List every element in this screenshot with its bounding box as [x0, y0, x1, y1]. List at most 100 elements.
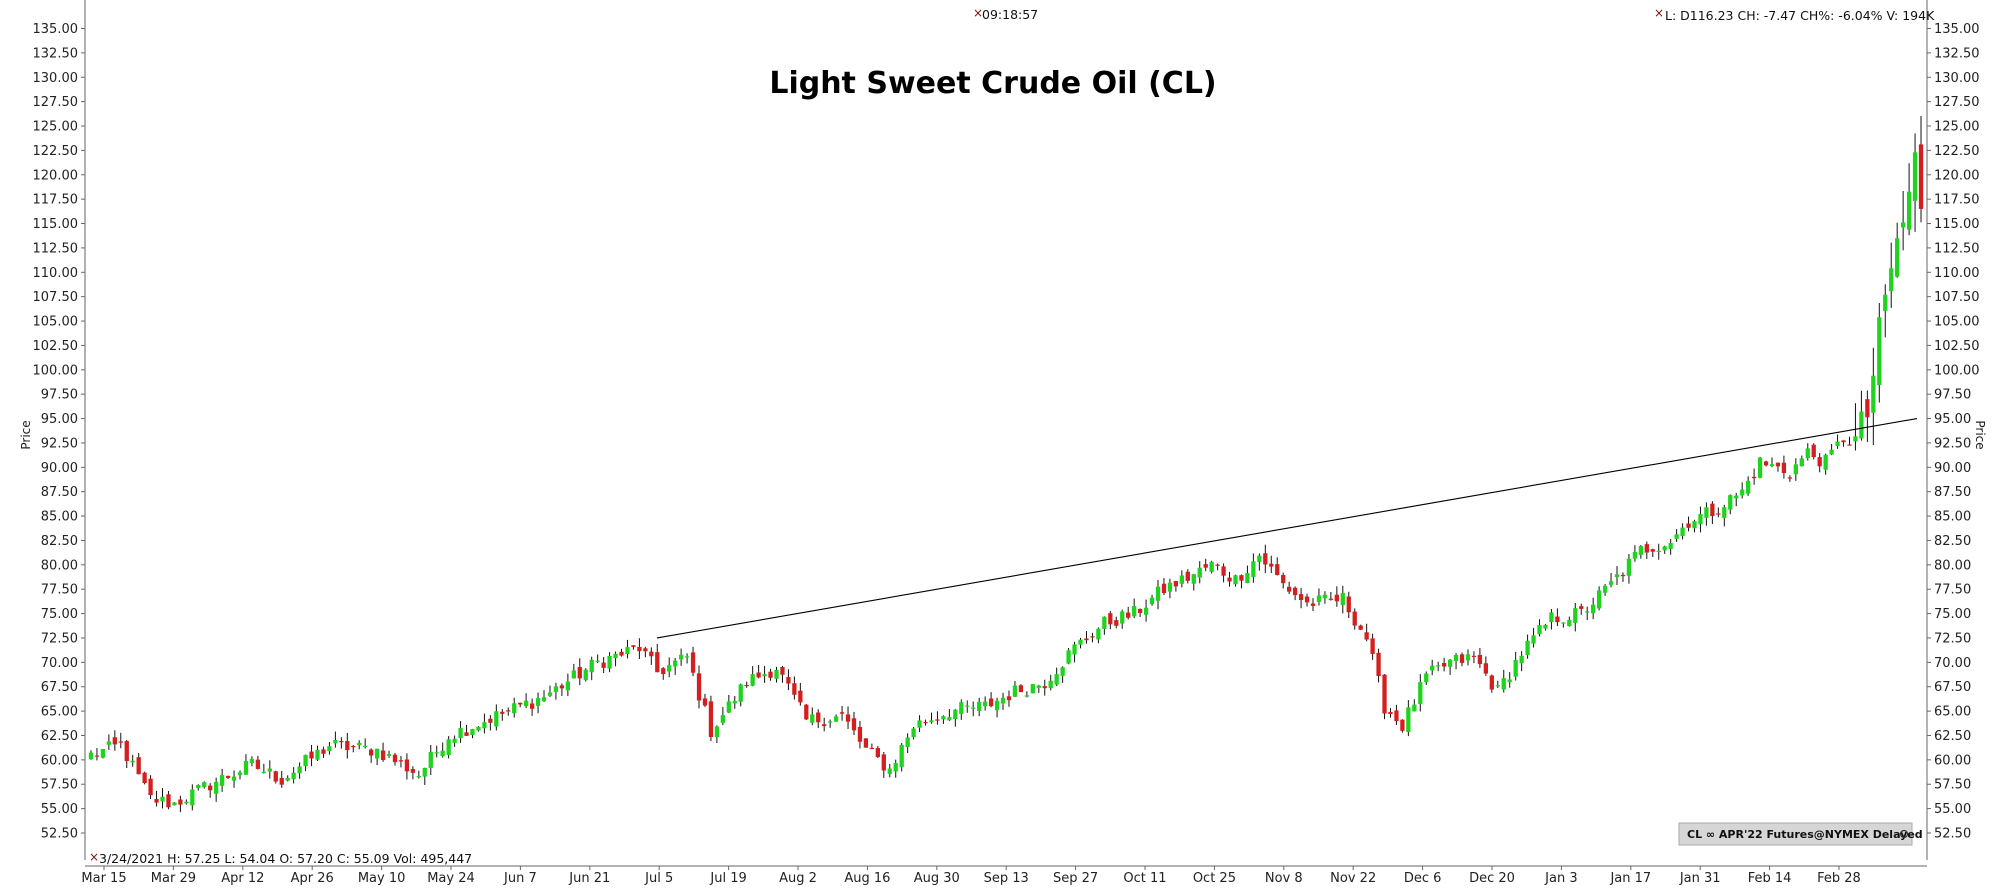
trendline[interactable]	[656, 418, 1918, 639]
candle-down	[1310, 603, 1316, 606]
y-tick-label-left: 92.50	[41, 436, 78, 451]
y-tick-label-right: 65.00	[1934, 705, 1971, 720]
candle-up	[1167, 582, 1173, 592]
candle-down	[1370, 638, 1375, 654]
y-tick-label-right: 82.50	[1934, 534, 1971, 549]
candle-down	[1388, 712, 1393, 715]
y-tick-label-left: 102.50	[33, 339, 79, 354]
y-tick-label-right: 132.50	[1934, 46, 1980, 61]
x-axis-ticks: Mar 15 Mar 29 Apr 12 Apr 26 May 10 May 24 Jun …	[81, 866, 1861, 886]
candle-down	[118, 741, 123, 743]
candle-up	[726, 701, 731, 713]
x-tick-label: May 24	[427, 871, 475, 886]
y-tick-label-right: 97.50	[1934, 388, 1971, 403]
x-tick-label: Oct 11	[1123, 871, 1166, 886]
candle-down	[1298, 594, 1304, 601]
candle-down	[225, 775, 231, 778]
candle-down	[345, 740, 350, 751]
x-tick-label: Feb 28	[1817, 871, 1861, 886]
candle-down	[798, 690, 803, 703]
candle-down	[1161, 583, 1167, 594]
y-tick-label-right: 115.00	[1934, 217, 1980, 232]
candle-up	[1656, 550, 1661, 553]
candle-up	[190, 789, 195, 806]
candle-down	[690, 652, 696, 673]
candle-up	[917, 720, 922, 728]
candle-up	[1418, 682, 1423, 705]
candle-up	[88, 752, 94, 760]
candle-up	[833, 716, 839, 722]
contract-badge[interactable]: CL ∞ APR'22 Futures@NYMEX Delayed	[1678, 822, 1923, 846]
candle-down	[1781, 462, 1787, 474]
candle-up	[1233, 575, 1238, 585]
candle-down	[380, 750, 386, 760]
candle-up	[422, 767, 427, 777]
y-tick-label-left: 82.50	[41, 534, 78, 549]
candle-down	[1108, 613, 1113, 625]
y-tick-label-left: 65.00	[41, 705, 78, 720]
candle-up	[1602, 585, 1608, 593]
candle-down	[1269, 563, 1274, 567]
candle-up	[1024, 695, 1030, 697]
y-tick-label-left: 127.50	[33, 95, 79, 110]
y-tick-label-right: 135.00	[1934, 22, 1980, 37]
candle-up	[1149, 597, 1155, 605]
candle-up	[994, 700, 1000, 711]
candle-down	[148, 778, 153, 796]
candle-up	[1048, 680, 1053, 689]
candle-up	[1883, 294, 1888, 312]
candle-down	[1137, 608, 1143, 614]
candle-down	[1084, 638, 1089, 641]
candle-up	[607, 655, 612, 669]
candle-up	[291, 772, 296, 780]
candle-up	[893, 763, 898, 772]
candle-up	[1000, 697, 1006, 704]
y-tick-label-left: 90.00	[41, 461, 78, 476]
y-tick-label-right: 117.50	[1934, 193, 1980, 208]
candle-up	[1072, 644, 1077, 655]
x-tick-label: Dec 6	[1404, 871, 1442, 886]
close-header-icon[interactable]: ×	[1654, 6, 1664, 20]
x-tick-label: Sep 27	[1053, 871, 1098, 886]
candle-down	[1710, 503, 1715, 517]
candle-up	[732, 701, 737, 704]
badge-settings-icon[interactable]	[1899, 829, 1909, 839]
x-tick-label: Sep 13	[984, 871, 1029, 886]
candle-down	[94, 755, 100, 757]
candle-down	[1817, 457, 1822, 467]
close-time-marker-icon[interactable]: ×	[973, 6, 983, 20]
candle-down	[398, 760, 404, 762]
y-tick-label-left: 122.50	[33, 144, 79, 159]
candle-down	[804, 704, 809, 720]
candle-up	[595, 660, 600, 662]
candle-up	[1722, 507, 1727, 518]
candle-up	[285, 777, 290, 781]
candle-down	[1811, 444, 1816, 458]
y-tick-label-right: 122.50	[1934, 144, 1980, 159]
candle-up	[1793, 464, 1798, 475]
candle-up	[1692, 521, 1697, 529]
y-tick-label-right: 130.00	[1934, 71, 1980, 86]
close-footer-icon[interactable]: ×	[89, 850, 99, 864]
x-tick-label: Jul 19	[709, 871, 746, 886]
candle-up	[1012, 685, 1018, 697]
candle-down	[1471, 655, 1477, 657]
candle-up	[1662, 546, 1667, 551]
candle-down	[1394, 710, 1399, 722]
y-axis-left-ticks: 52.50 55.00 57.50 60.00 62.50 65.00 67.50 70.00…	[33, 22, 85, 842]
candle-down	[1203, 564, 1208, 568]
candle-up	[750, 674, 755, 686]
candle-up	[1805, 448, 1810, 459]
candle-up	[1322, 594, 1328, 599]
candle-down	[744, 684, 749, 687]
candle-down	[1847, 444, 1852, 446]
candle-up	[684, 656, 690, 658]
candle-up	[1608, 581, 1614, 585]
candle-down	[702, 698, 708, 706]
candle-up	[1573, 608, 1578, 623]
candle-up	[1155, 586, 1161, 601]
candle-down	[309, 751, 314, 759]
candle-up	[1728, 495, 1733, 510]
x-tick-label: Dec 20	[1469, 871, 1515, 886]
